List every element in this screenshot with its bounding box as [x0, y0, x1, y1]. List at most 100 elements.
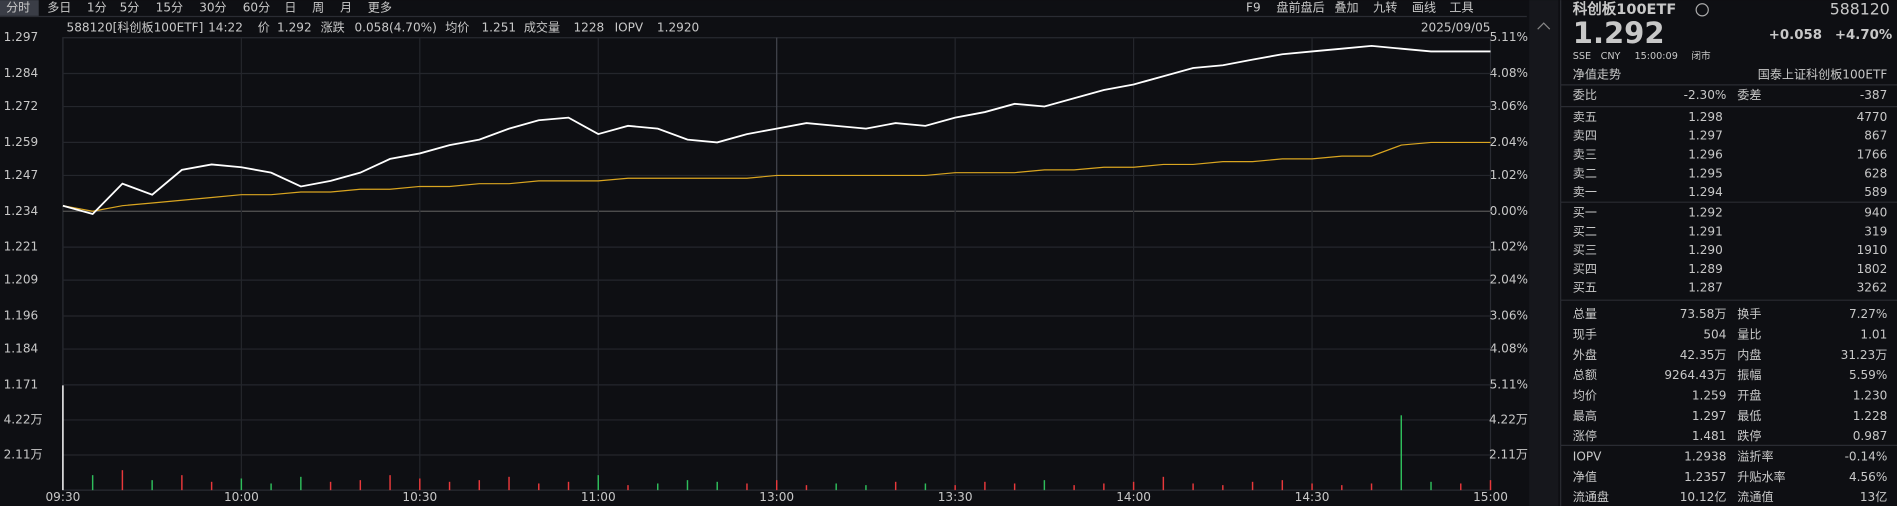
stat-label: 总量 — [1573, 307, 1597, 321]
x-tick-label: 13:00 — [759, 490, 794, 504]
book-volume: 319 — [1864, 224, 1887, 238]
y-tick-label: 1.171 — [4, 377, 39, 391]
volume-bar — [984, 481, 986, 491]
tab[interactable]: 60分 — [243, 1, 270, 15]
y2-tick-label: 1.02% — [1490, 168, 1528, 182]
volume-bar — [1251, 481, 1254, 491]
volume-bar — [1222, 485, 1224, 491]
volume-bar — [181, 475, 183, 491]
stat-label: 均价 — [1573, 389, 1597, 403]
volume-bar — [270, 483, 272, 491]
y-tick-label: 1.221 — [4, 240, 39, 254]
quote-meta: CNY — [1601, 51, 1621, 62]
tab[interactable]: 周 — [312, 1, 324, 15]
panel-tab[interactable]: 净值走势 — [1573, 67, 1621, 82]
tab[interactable]: 月 — [340, 1, 352, 15]
book-price: 1.287 — [1688, 281, 1723, 295]
ratio-value: -387 — [1860, 88, 1887, 102]
change: 0.058(4.70%) — [354, 20, 436, 34]
volume-bar — [597, 475, 599, 491]
book-label: 卖五 — [1573, 110, 1597, 124]
volume-bar — [121, 470, 124, 491]
book-label: 买五 — [1573, 281, 1597, 295]
volume-bar — [62, 385, 64, 491]
x-tick-label: 13:30 — [938, 490, 973, 504]
tab[interactable]: 更多 — [368, 1, 392, 15]
time: 14:22 — [208, 20, 243, 34]
volume-bar — [924, 483, 927, 491]
tool-button[interactable]: F9 — [1246, 1, 1261, 15]
quote-price: 1.292 — [1573, 16, 1665, 50]
series-line — [62, 141, 1491, 212]
tool-button[interactable]: 九转 — [1373, 0, 1397, 15]
volume-bar — [300, 476, 302, 491]
book-volume: 3262 — [1857, 281, 1888, 295]
tool-button[interactable]: 盘前盘后 — [1276, 0, 1324, 15]
tool-button[interactable]: 工具 — [1449, 1, 1473, 15]
avg: 1.251 — [482, 20, 517, 34]
volume-bar — [746, 483, 748, 491]
volume-bar — [954, 485, 956, 491]
tab[interactable]: 30分 — [199, 1, 226, 15]
volume-bar — [627, 485, 629, 491]
volume-bar — [686, 480, 689, 491]
info-icon[interactable] — [1695, 3, 1709, 17]
tab[interactable]: 日 — [284, 1, 296, 15]
stat-value: 9264.43万 — [1664, 368, 1726, 382]
stat-value: -0.14% — [1845, 449, 1888, 463]
y2-tick-label: 2.04% — [1490, 273, 1528, 287]
volume-bar — [1162, 476, 1165, 491]
book-volume: 940 — [1864, 206, 1887, 220]
tool-button[interactable]: 画线 — [1412, 1, 1436, 15]
volume-bar — [538, 483, 540, 491]
tab[interactable]: 5分 — [120, 1, 140, 15]
panel-tab[interactable]: 国泰上证科创板100ETF — [1758, 68, 1888, 82]
quote-pct: +4.70% — [1835, 28, 1892, 43]
book-price: 1.296 — [1688, 148, 1723, 162]
book-label: 卖三 — [1573, 148, 1597, 162]
book-price: 1.294 — [1688, 185, 1723, 199]
book-price: 1.289 — [1688, 262, 1723, 276]
volume-bar — [91, 475, 94, 491]
volume-bar — [389, 475, 391, 491]
date: 2025/09/05 — [1421, 20, 1491, 34]
stat-value: 1.228 — [1853, 409, 1888, 423]
stat-label: 振幅 — [1737, 367, 1761, 382]
volume-bar — [1341, 485, 1343, 491]
book-label: 卖四 — [1573, 129, 1597, 143]
y-tick-label: 1.184 — [4, 342, 39, 356]
volume-bar — [805, 485, 808, 491]
book-volume: 867 — [1864, 129, 1887, 143]
book-volume: 589 — [1864, 185, 1887, 199]
stat-value: 73.58万 — [1680, 307, 1727, 321]
x-tick-label: 10:30 — [402, 490, 437, 504]
tab[interactable]: 多日 — [47, 1, 71, 15]
book-volume: 4770 — [1857, 110, 1888, 124]
volume-tick-label: 4.22万 — [4, 412, 43, 426]
x-tick-label: 14:30 — [1295, 490, 1330, 504]
y-tick-label: 1.284 — [4, 66, 39, 80]
volume-bar — [1073, 485, 1075, 491]
collapse-arrow[interactable] — [1537, 22, 1551, 30]
stat-value: 0.987 — [1853, 429, 1888, 443]
tab[interactable]: 1分 — [87, 1, 107, 15]
x-tick-label: 15:00 — [1473, 490, 1508, 504]
iopv: 1.2920 — [657, 20, 699, 34]
stat-label: 开盘 — [1737, 388, 1761, 403]
tab[interactable]: 分时 — [6, 1, 30, 15]
quote-name: 科创板100ETF — [1573, 0, 1676, 18]
volume-bar — [448, 481, 451, 491]
volume-bar — [716, 481, 718, 491]
tab[interactable]: 15分 — [156, 1, 183, 15]
scroll-column — [1529, 0, 1559, 506]
y-tick-label: 1.234 — [4, 204, 39, 218]
book-volume: 628 — [1864, 166, 1887, 180]
y2-tick-label: 4.08% — [1490, 66, 1528, 80]
stat-label: 内盘 — [1737, 347, 1761, 362]
tool-button[interactable]: 叠加 — [1334, 1, 1358, 15]
stat-label: 最低 — [1737, 409, 1761, 423]
quote-code: 588120 — [1830, 0, 1890, 18]
stat-label: 流通盘 — [1573, 489, 1609, 504]
y2-tick-label: 1.02% — [1490, 240, 1528, 254]
book-price: 1.292 — [1688, 206, 1723, 220]
